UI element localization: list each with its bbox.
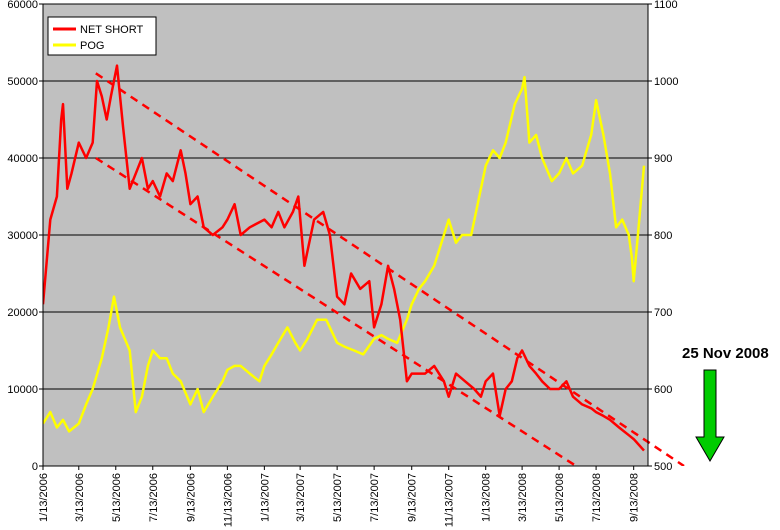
y-tick-label-right: 1100 (654, 0, 678, 11)
left-axis: 0 10000 20000 30000 40000 50000 60000 (7, 0, 44, 473)
series-layer (43, 64, 685, 466)
x-tick-label: 5/13/2008 (554, 473, 566, 522)
x-tick-label: 11/13/2006 (222, 473, 234, 527)
x-tick-label: 7/13/2007 (369, 473, 381, 522)
y-tick-label-right: 900 (654, 153, 672, 165)
x-tick-label: 3/13/2008 (517, 473, 529, 522)
x-tick-label: 3/13/2007 (295, 473, 307, 522)
y-tick-label-left: 10000 (7, 384, 38, 396)
legend-label-net-short: NET SHORT (80, 24, 143, 36)
y-tick-label-right: 1000 (654, 76, 678, 88)
x-tick-label: 1/13/2007 (259, 473, 271, 522)
y-tick-label-left: 20000 (7, 307, 38, 319)
y-tick-label-left: 50000 (7, 76, 38, 88)
y-tick-label-right: 500 (654, 461, 672, 473)
y-tick-label-left: 60000 (7, 0, 38, 11)
x-tick-label: 9/13/2008 (629, 473, 641, 522)
legend-box (47, 16, 157, 56)
y-tick-label-left: 40000 (7, 153, 38, 165)
x-tick-label: 7/13/2008 (591, 473, 603, 522)
y-tick-label-left: 30000 (7, 230, 38, 242)
x-tick-label: 5/13/2007 (332, 473, 344, 522)
x-tick-label: 3/13/2006 (74, 473, 86, 522)
legend-label-pog: POG (80, 40, 104, 52)
trend-channel-line (95, 72, 685, 466)
x-tick-label: 5/13/2006 (111, 473, 123, 522)
x-tick-label: 9/13/2006 (185, 473, 197, 522)
legend: NET SHORT POG (47, 16, 157, 56)
annotation: 25 Nov 2008 (682, 345, 769, 462)
x-tick-label: 1/13/2008 (481, 473, 493, 522)
annotation-label: 25 Nov 2008 (682, 345, 769, 362)
series-net-short-line (43, 64, 645, 452)
y-tick-label-left: 0 (32, 461, 38, 473)
y-tick-label-right: 700 (654, 307, 672, 319)
x-axis: 1/13/2006 3/13/2006 5/13/2006 7/13/2006 9/13… (38, 465, 648, 527)
x-tick-label: 1/13/2006 (38, 473, 50, 522)
right-axis: 500 600 700 800 900 1000 1100 (647, 0, 678, 473)
trend-channel-line (95, 156, 577, 466)
y-tick-label-right: 800 (654, 230, 672, 242)
down-arrow-icon (695, 369, 725, 462)
series-pog-line (43, 75, 646, 433)
x-tick-label: 11/13/2007 (444, 473, 456, 527)
x-tick-label: 9/13/2007 (407, 473, 419, 522)
y-tick-label-right: 600 (654, 384, 672, 396)
x-tick-label: 7/13/2006 (148, 473, 160, 522)
